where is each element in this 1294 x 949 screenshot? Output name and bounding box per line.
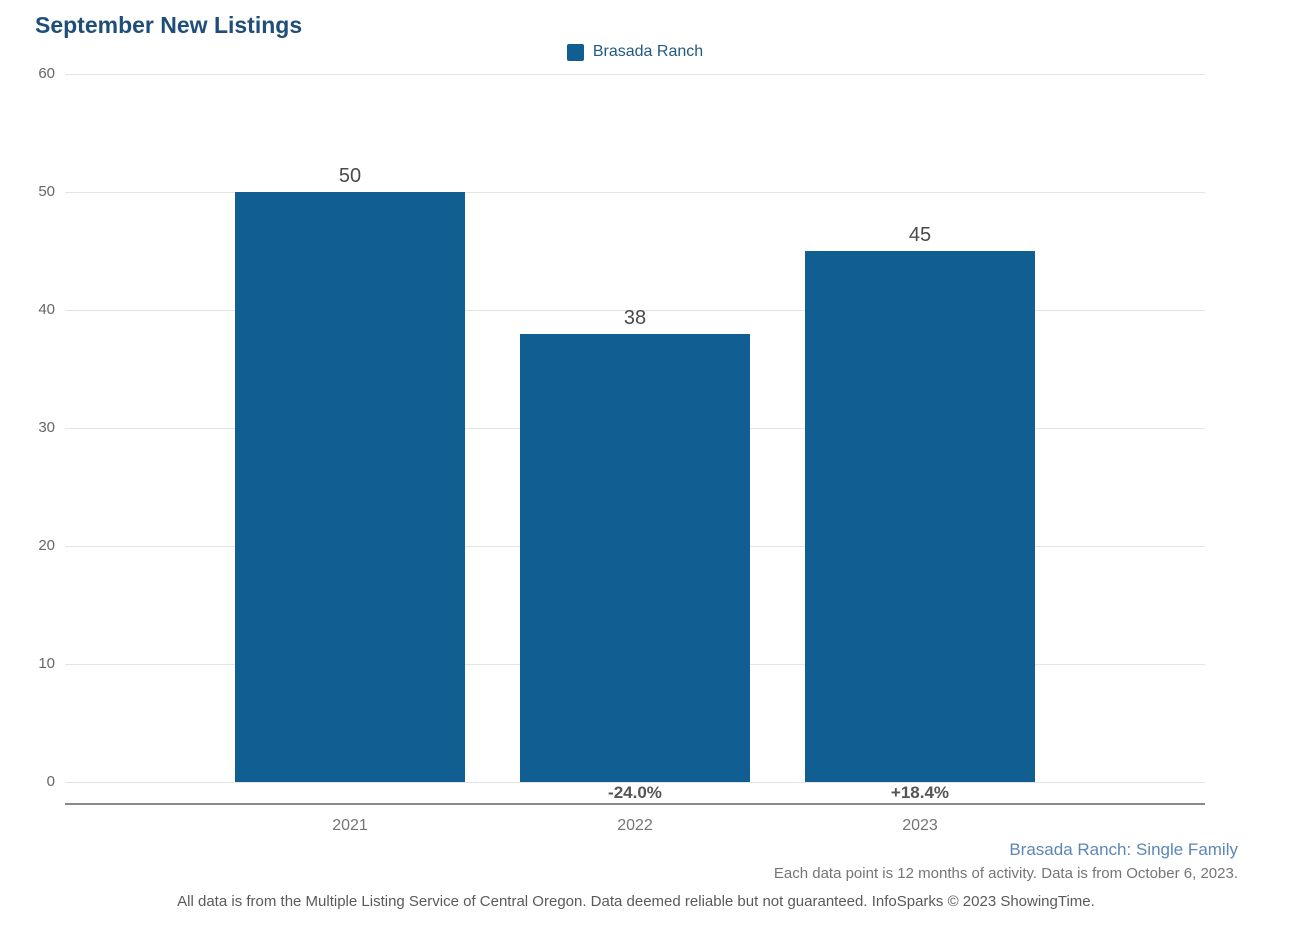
x-axis-tick-label-2023: 2023 xyxy=(902,817,938,834)
data-note: Each data point is 12 months of activity… xyxy=(773,865,1238,882)
bar-2023[interactable] xyxy=(804,251,1036,782)
bar-value-label-2022: 38 xyxy=(623,306,647,329)
x-axis-tick-label-2021: 2021 xyxy=(332,817,368,834)
y-axis-tick-label: 60 xyxy=(38,65,55,82)
bar-value-label-2021: 50 xyxy=(338,165,362,187)
chart-region: 0 10 20 30 40 50 60 50 38 45 2021 -24.0% 2022 +18.4%… xyxy=(38,65,1205,849)
x-axis-tick-label-2022: 2022 xyxy=(617,817,653,834)
gridline-60 xyxy=(65,74,1205,75)
chart-legend[interactable]: Brasada Ranch xyxy=(65,43,1205,61)
y-axis-tick-label: 0 xyxy=(46,773,55,790)
pct-change-label-2023: +18.4% xyxy=(890,783,950,802)
legend-label: Brasada Ranch xyxy=(592,43,704,60)
legend-swatch-icon xyxy=(566,43,584,61)
y-axis-tick-label: 20 xyxy=(38,537,55,555)
disclaimer: All data is from the Multiple Listing Se… xyxy=(177,893,1095,910)
y-axis-tick-label: 10 xyxy=(38,655,55,673)
page-title: September New Listings xyxy=(35,12,303,38)
gridline-50 xyxy=(65,192,1205,193)
bar-2021[interactable] xyxy=(234,192,466,782)
gridline-40 xyxy=(65,310,1205,312)
series-note: Brasada Ranch: Single Family xyxy=(1009,840,1238,859)
pct-change-label-2022: -24.0% xyxy=(608,783,662,802)
x-axis-line xyxy=(65,803,1205,805)
bar-value-label-2023: 45 xyxy=(908,224,932,246)
plot-area: 0 10 20 30 40 50 60 50 38 45 xyxy=(38,65,1205,790)
gridline-0 xyxy=(65,782,1205,783)
y-axis-tick-label: 50 xyxy=(38,183,55,200)
bar-2022[interactable] xyxy=(519,333,751,782)
y-axis-tick-label: 30 xyxy=(38,419,55,436)
y-axis-tick-label: 40 xyxy=(38,301,55,319)
